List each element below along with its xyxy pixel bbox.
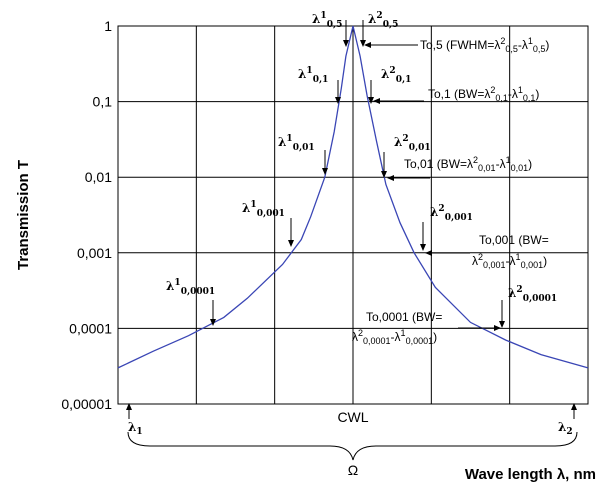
y-tick-label: 0,00001 (61, 396, 112, 412)
callout-t05: To,5 (FWHM=λ20,5-λ10,5) (420, 36, 549, 54)
y-tick-label: 0,01 (85, 169, 112, 185)
y-tick-labels: 1 0,1 0,01 0,001 0,0001 0,00001 (61, 18, 112, 412)
lambda2-label: λ2 (558, 420, 573, 437)
callouts: To,5 (FWHM=λ20,5-λ10,5) To,1 (BW=λ20,1-λ… (352, 36, 549, 346)
callout-t00001-a: To,0001 (BW= (366, 310, 442, 324)
y-axis-label: Transmission T (15, 160, 32, 270)
grid (118, 25, 588, 405)
transmission-curve (117, 25, 589, 369)
y-tick-label: 0,0001 (69, 320, 112, 336)
y-tick-label: 0,001 (77, 245, 112, 261)
callout-t001: To,01 (BW=λ20,01-λ10,01) (404, 155, 532, 173)
x-axis-label: Wave length λ, nm (465, 466, 596, 483)
cwl-label: CWL (337, 409, 368, 425)
omega-label: Ω (348, 462, 358, 478)
callout-t0001-a: To,001 (BW= (479, 233, 549, 247)
range-brace (127, 431, 578, 461)
callout-t01: To,1 (BW=λ20,1-λ10,1) (428, 85, 539, 103)
y-tick-label: 1 (104, 18, 112, 34)
lambda1-label: λ1 (128, 420, 143, 437)
y-tick-label: 0,1 (93, 94, 113, 110)
